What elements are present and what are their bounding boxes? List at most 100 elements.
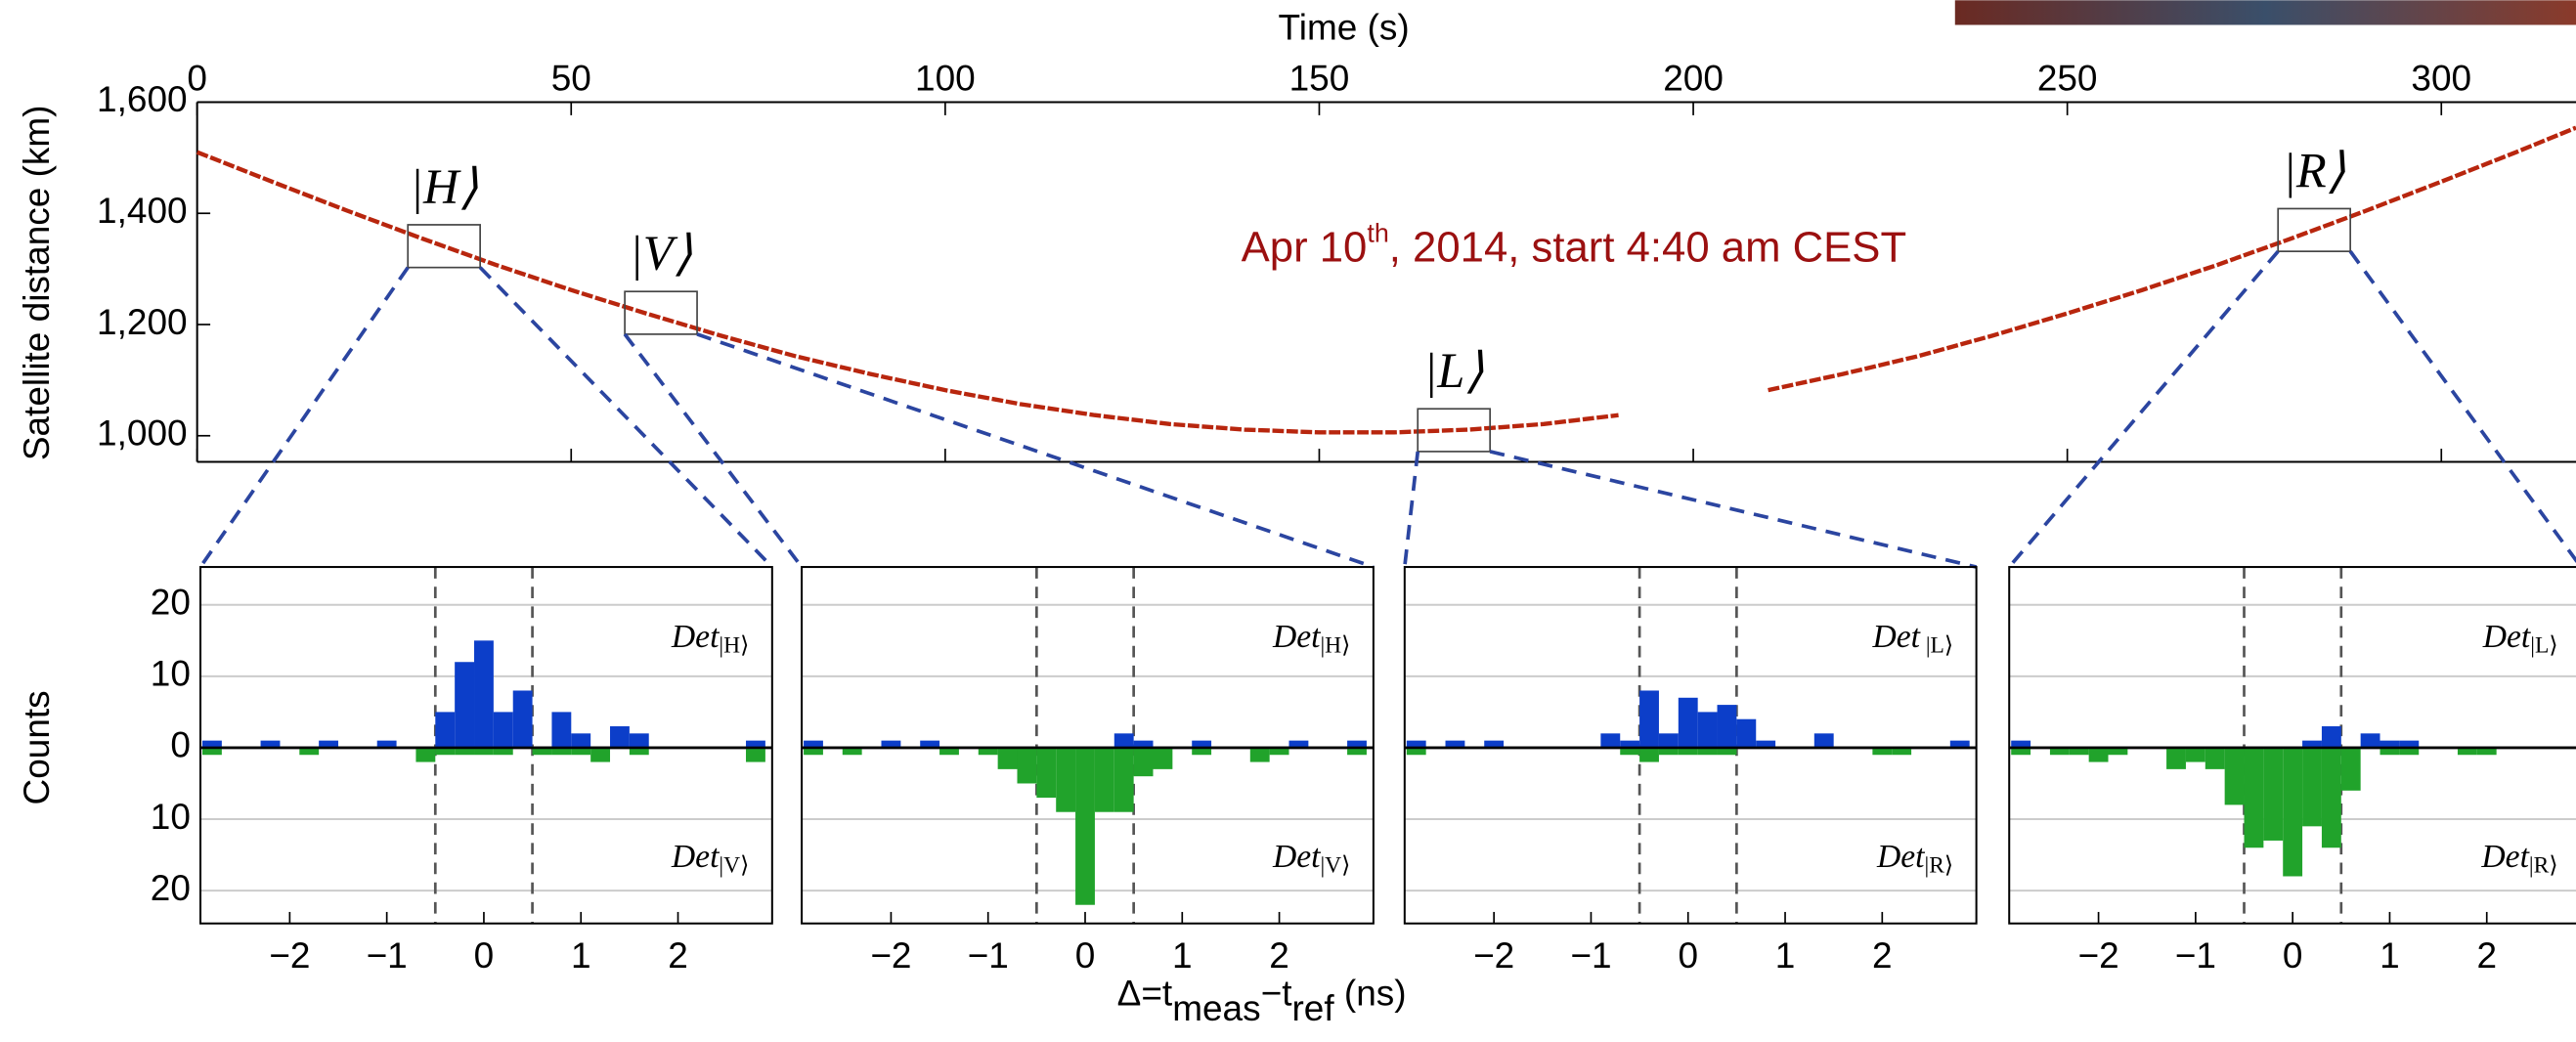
x-tick-label: −2 — [1473, 935, 1514, 976]
bar — [842, 747, 862, 756]
detector-base: Det — [2482, 619, 2531, 655]
bar — [2166, 747, 2186, 769]
y-tick-label: 20 — [151, 868, 191, 908]
bar — [493, 747, 513, 756]
bar — [551, 747, 572, 756]
bar — [2302, 747, 2322, 827]
bar — [2224, 747, 2245, 805]
x-tick-label: −2 — [870, 935, 911, 976]
y-tick-label: 1,600 — [97, 79, 188, 119]
bar — [1697, 712, 1718, 748]
x-tick-label: 1 — [2380, 935, 2400, 976]
bar — [2283, 747, 2303, 877]
bar — [2244, 747, 2264, 848]
label-part: −t — [1261, 973, 1292, 1013]
connector — [696, 332, 1375, 569]
detector-base: Det — [1876, 839, 1925, 875]
detector-label: Det|R⟩ — [1876, 839, 1953, 879]
bar — [2360, 733, 2380, 748]
label-sub: ref — [1291, 988, 1334, 1028]
bar — [2263, 747, 2284, 841]
bar — [512, 690, 533, 748]
bar — [1133, 747, 1154, 777]
panel-frame — [1403, 566, 1978, 925]
bar — [1949, 740, 1970, 748]
x-tick-label: 50 — [551, 58, 591, 98]
bar — [1094, 747, 1114, 812]
detector-sub: |L⟩ — [2530, 633, 2557, 659]
detector-base: Det — [1272, 619, 1321, 655]
bar — [474, 747, 494, 756]
detector-label: Det|V⟩ — [671, 839, 749, 879]
x-tick-label: 100 — [915, 58, 976, 98]
y-tick-label: 10 — [151, 654, 191, 694]
x-tick-label: 250 — [2037, 58, 2098, 98]
bar — [260, 740, 281, 748]
state-label: |V⟩ — [630, 226, 693, 281]
panel-frame — [801, 566, 1375, 925]
bar — [1639, 690, 1659, 748]
bar — [2088, 747, 2109, 762]
bar — [571, 733, 591, 748]
bar — [939, 747, 959, 756]
state-label: |H⟩ — [410, 159, 478, 214]
y-tick-label: 10 — [151, 797, 191, 837]
annotation-text: , 2014, start 4:40 am CEST — [1389, 223, 1906, 271]
detector-sub: |R⟩ — [1925, 853, 1954, 879]
detector-label: Det|L⟩ — [2482, 619, 2558, 659]
x-tick-label: 1 — [1172, 935, 1193, 976]
connector — [2007, 249, 2280, 569]
bar — [1192, 747, 1212, 756]
state-box — [624, 290, 698, 335]
bar — [804, 747, 823, 756]
connector — [1402, 451, 1420, 568]
bar — [1113, 733, 1134, 748]
x-tick-label: 0 — [1678, 935, 1698, 976]
bar — [1872, 747, 1893, 756]
bar — [590, 747, 611, 762]
bar — [1658, 747, 1679, 756]
connector — [2348, 250, 2576, 564]
state-box — [2277, 207, 2351, 252]
connector — [1489, 450, 1978, 569]
x-tick-label: 2 — [668, 935, 688, 976]
bar — [493, 712, 513, 748]
detector-sub: |H⟩ — [719, 633, 749, 659]
x-tick-label: 0 — [474, 935, 495, 976]
bar — [435, 747, 456, 756]
bar — [2476, 747, 2497, 756]
x-tick-label: 0 — [1075, 935, 1096, 976]
detector-sub: |H⟩ — [1320, 633, 1350, 659]
detector-label: Det|H⟩ — [1272, 619, 1350, 659]
panel-frame — [2008, 566, 2576, 925]
bar — [1249, 747, 1270, 762]
bar — [629, 733, 649, 748]
state-box — [407, 224, 481, 269]
y-axis-label: Counts — [17, 690, 57, 804]
bar — [1892, 747, 1912, 756]
bar — [2399, 747, 2420, 756]
x-tick-label: 0 — [187, 58, 207, 98]
x-tick-label: 150 — [1289, 58, 1350, 98]
bar — [881, 740, 901, 748]
bar — [1347, 747, 1367, 756]
bar — [1075, 747, 1095, 905]
bar — [435, 712, 456, 748]
bar — [551, 712, 572, 748]
detector-label: Det|R⟩ — [2480, 839, 2557, 879]
bar — [629, 747, 649, 756]
bar — [532, 747, 552, 756]
bar — [610, 726, 630, 748]
bar — [455, 747, 475, 756]
bar — [2011, 747, 2031, 756]
bar — [746, 747, 765, 762]
x-tick-label: −1 — [367, 935, 408, 976]
label-part: Δ=t — [1117, 973, 1173, 1013]
bar — [1697, 747, 1718, 756]
bar — [1269, 747, 1289, 756]
detector-base: Det — [671, 619, 720, 655]
panel-frame — [199, 566, 773, 925]
bar — [571, 747, 591, 756]
bar — [2049, 747, 2070, 756]
